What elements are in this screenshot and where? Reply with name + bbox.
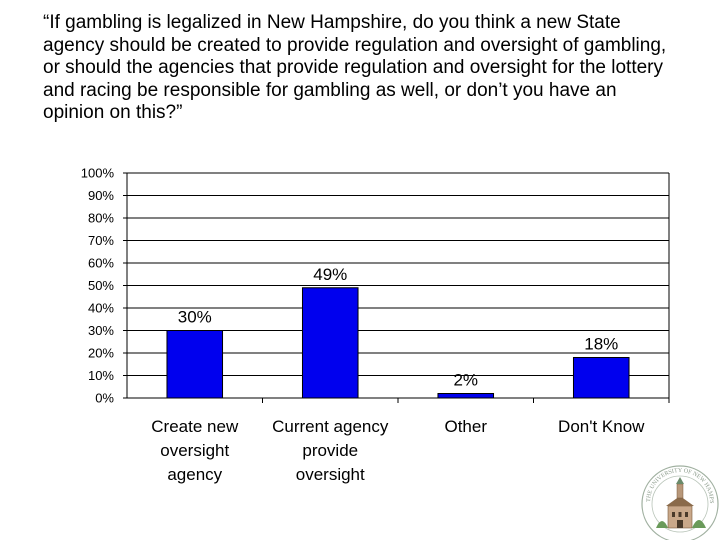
data-labels: 30% 49% 2% 18% <box>178 265 619 390</box>
y-tick-labels: 0% 10% 20% 30% 40% 50% 60% 70% 80% 90% 100% <box>81 166 115 406</box>
y-tick-label: 40% <box>88 301 114 316</box>
data-label: 18% <box>584 335 618 354</box>
x-tick-label: Don't Know <box>558 417 645 436</box>
y-tick-label: 20% <box>88 346 114 361</box>
data-label: 2% <box>453 371 478 390</box>
y-tick-label: 70% <box>88 233 114 248</box>
y-tick-label: 100% <box>81 166 115 181</box>
x-tick-label: Other <box>444 417 487 436</box>
x-tick-labels: Create new oversight agency Current agency p… <box>151 417 645 484</box>
data-label: 30% <box>178 308 212 327</box>
y-tick-label: 50% <box>88 278 114 293</box>
x-tick-label: Create new oversight agency <box>151 417 239 484</box>
bar <box>166 330 224 399</box>
bar <box>301 287 359 399</box>
y-tick-label: 10% <box>88 368 114 383</box>
gridlines <box>127 172 669 376</box>
y-tick-label: 80% <box>88 211 114 226</box>
university-seal-icon: THE UNIVERSITY OF NEW HAMPSHIRE <box>636 458 719 540</box>
y-tick-label: 90% <box>88 188 114 203</box>
y-tick-label: 60% <box>88 256 114 271</box>
x-tick-label: Current agency provide oversight <box>272 417 389 484</box>
y-tick-label: 0% <box>95 391 114 406</box>
bar <box>572 357 630 399</box>
survey-question: “If gambling is legalized in New Hampshi… <box>43 12 667 123</box>
data-label: 49% <box>313 265 347 284</box>
y-tick-label: 30% <box>88 323 114 338</box>
bar <box>437 393 495 399</box>
bars <box>166 287 630 399</box>
